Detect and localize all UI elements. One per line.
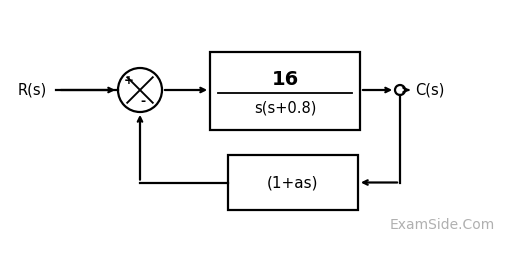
Text: -: - [141,95,146,108]
Text: C(s): C(s) [415,83,444,98]
Text: +: + [124,74,133,87]
Text: (1+as): (1+as) [267,175,319,190]
Text: s(s+0.8): s(s+0.8) [254,101,316,116]
Bar [228,155,358,210]
Bar [210,52,360,130]
Text: 16: 16 [271,70,299,89]
Text: ExamSide.Com: ExamSide.Com [390,218,495,232]
Text: R(s): R(s) [18,83,47,98]
